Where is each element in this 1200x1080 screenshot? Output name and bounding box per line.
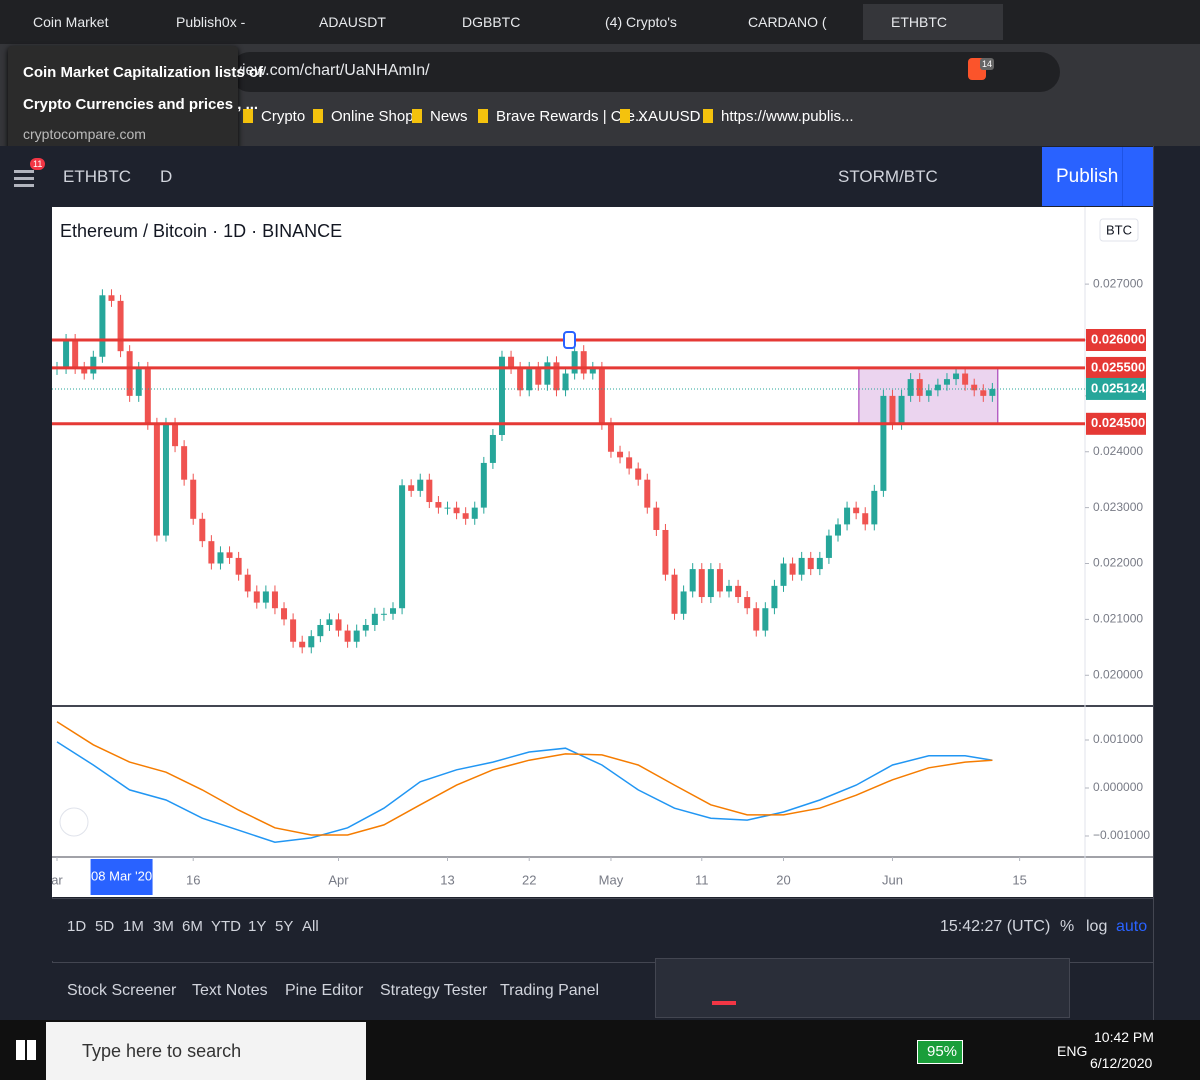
left-drawing-toolbar (0, 207, 53, 1020)
bookmark[interactable]: Brave Rewards | Cre... (478, 108, 647, 125)
search-box[interactable] (46, 1022, 366, 1080)
browser-tab[interactable]: DGBBTC 0.000002 (462, 14, 521, 30)
range-button[interactable]: 5Y (275, 918, 294, 935)
battery-level: 95% (927, 1043, 958, 1060)
log-toggle[interactable]: log (1086, 918, 1108, 935)
clock-date[interactable]: 6/12/2020 (1090, 1055, 1153, 1071)
panel-tab[interactable]: Strategy Tester (380, 982, 488, 999)
compare-symbol[interactable]: STORM/BTC (838, 167, 938, 186)
range-bar (52, 898, 1153, 961)
browser-tab[interactable]: CARDANO ( ADA (748, 14, 827, 30)
panel-tab[interactable]: Stock Screener (67, 982, 177, 999)
symbol[interactable]: ETHBTC (63, 167, 131, 186)
range-button[interactable]: All (302, 918, 319, 935)
color-swatch[interactable] (712, 1001, 736, 1005)
play-button[interactable] (1122, 147, 1154, 206)
publish-label[interactable]: Publish (1056, 166, 1119, 187)
tooltip-domain: cryptocompare.com (23, 126, 146, 142)
range-button[interactable]: 5D (95, 918, 115, 935)
chart-area (52, 207, 1153, 897)
clock-time[interactable]: 10:42 PM (1094, 1029, 1154, 1045)
right-widget-bar (1153, 146, 1200, 1020)
browser-tab[interactable]: (4) Crypto's Price (605, 14, 677, 30)
omnibox[interactable] (230, 52, 1060, 92)
notification-badge: 11 (30, 158, 46, 170)
chart-toolbar (0, 146, 1200, 208)
browser-tab[interactable]: ADAUSDT 0.0782 (319, 14, 386, 30)
url[interactable]: view.com/chart/UaNHAmIn/ (234, 62, 430, 79)
range-button[interactable]: 1M (123, 918, 144, 935)
browser-tab[interactable]: Publish0x - Earn C (176, 14, 246, 30)
percent-toggle[interactable]: % (1060, 918, 1075, 935)
drawing-toolbar (655, 958, 1070, 1018)
bookmark[interactable]: News (412, 108, 468, 125)
range-button[interactable]: 6M (182, 918, 203, 935)
extension-badge: 14 (980, 58, 995, 70)
range-button[interactable]: 3M (153, 918, 174, 935)
interval[interactable]: D (160, 167, 173, 186)
auto-toggle[interactable]: auto (1116, 918, 1148, 935)
browser-tab[interactable]: Coin Market Capit (33, 14, 109, 30)
panel-tab[interactable]: Trading Panel (500, 982, 600, 999)
search-placeholder[interactable]: Type here to search (82, 1041, 242, 1061)
clock: 15:42:27 (UTC) (940, 918, 1051, 935)
bookmark[interactable]: XAUUSD (620, 108, 701, 125)
range-button[interactable]: 1Y (248, 918, 267, 935)
browser-tab[interactable]: ETHBTC 0.025124 (863, 4, 1003, 40)
range-button[interactable]: 1D (67, 918, 87, 935)
start-button[interactable] (16, 1040, 36, 1060)
tooltip: Coin Market Capitalization lists of Cryp… (8, 46, 263, 158)
tooltip-line: Coin Market Capitalization lists of (23, 64, 264, 81)
menu-icon[interactable] (14, 170, 34, 173)
bookmark[interactable]: Online Shop (313, 108, 414, 125)
panel-tab[interactable]: Pine Editor (285, 982, 364, 999)
language[interactable]: ENG (1057, 1043, 1088, 1059)
bookmark[interactable]: https://www.publis... (703, 108, 854, 125)
panel-tab[interactable]: Text Notes (192, 982, 268, 999)
range-button[interactable]: YTD (211, 918, 241, 935)
tooltip-line: Crypto Currencies and prices , ... (23, 96, 259, 113)
bookmark[interactable]: Crypto (243, 108, 305, 125)
publish-button[interactable] (1042, 147, 1122, 206)
battery (917, 1040, 963, 1064)
